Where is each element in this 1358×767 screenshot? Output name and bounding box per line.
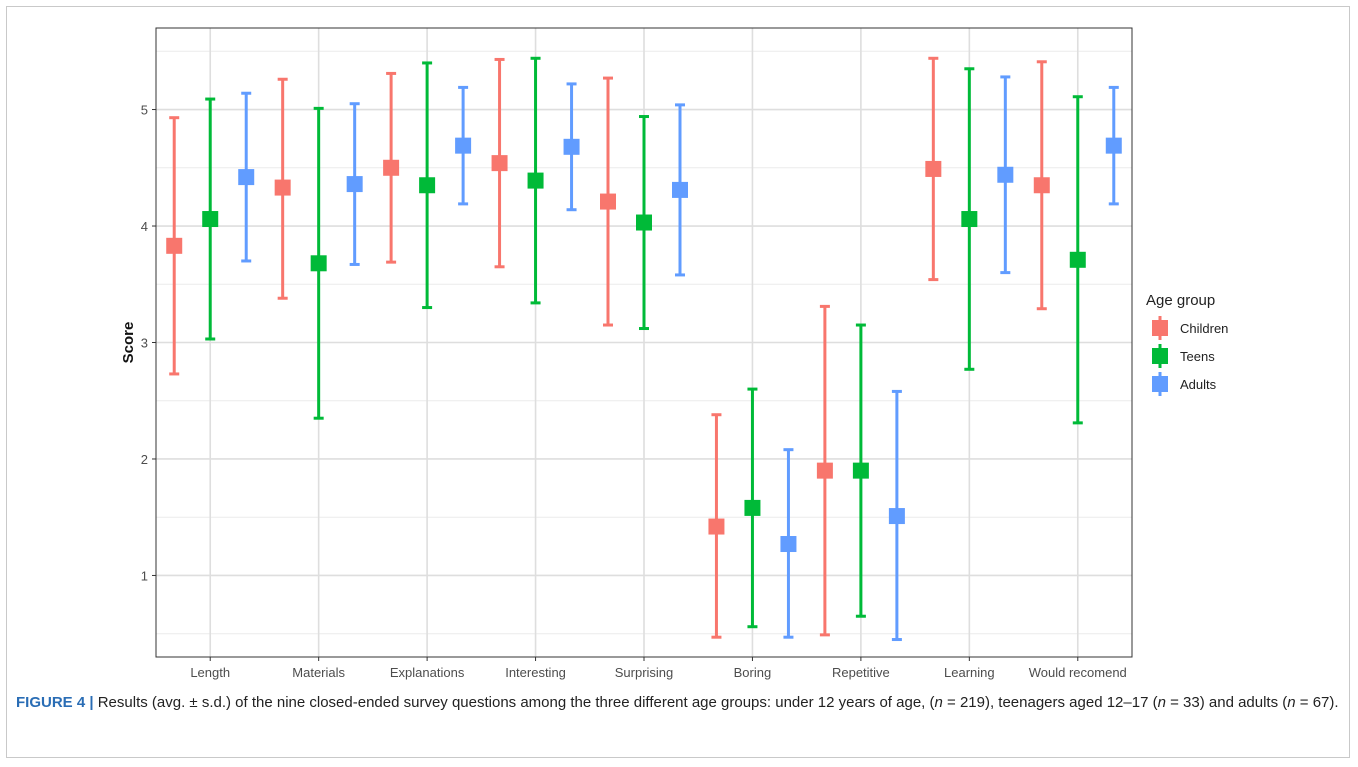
- caption-part: Results (avg. ± s.d.) of the nine closed…: [93, 694, 935, 711]
- x-tick-label: Length: [190, 665, 230, 680]
- mean-point-teens: [852, 462, 869, 479]
- x-tick-label: Repetitive: [832, 665, 890, 680]
- mean-point-children: [491, 155, 508, 172]
- mean-point-teens: [310, 255, 327, 272]
- mean-point-teens: [527, 172, 544, 189]
- mean-point-teens: [636, 214, 652, 231]
- y-tick-label: 2: [141, 452, 148, 467]
- caption-part: = 219), teenagers aged 12–17 (: [942, 694, 1158, 711]
- x-tick-label: Explanations: [390, 665, 465, 680]
- y-tick-label: 3: [141, 336, 148, 351]
- caption-part: n: [1157, 694, 1166, 711]
- legend-label: Children: [1180, 321, 1228, 336]
- x-tick-label: Would recomend: [1029, 665, 1127, 680]
- x-tick-label: Interesting: [505, 665, 566, 680]
- mean-point-adults: [997, 166, 1014, 183]
- x-tick-label: Learning: [944, 665, 995, 680]
- mean-point-teens: [1069, 251, 1086, 268]
- figure-caption: FIGURE 4 | Results (avg. ± s.d.) of the …: [16, 691, 1342, 714]
- x-tick-label: Boring: [734, 665, 772, 680]
- caption-part: = 67).: [1295, 694, 1339, 711]
- mean-point-adults: [888, 508, 905, 525]
- mean-point-children: [1033, 177, 1050, 194]
- legend-item-adults: Adults: [1152, 372, 1217, 396]
- legend-key-square: [1152, 320, 1168, 336]
- mean-point-children: [925, 160, 942, 177]
- x-axis: Length Materials Explanations Interesting Su…: [190, 657, 1127, 680]
- mean-point-adults: [563, 138, 580, 155]
- mean-point-adults: [672, 181, 688, 198]
- legend-label: Adults: [1180, 377, 1217, 392]
- caption-part: n: [1287, 694, 1296, 711]
- legend: Age group Children Teens Adults: [1146, 292, 1228, 396]
- legend-title: Age group: [1146, 292, 1215, 309]
- legend-label: Teens: [1180, 349, 1215, 364]
- legend-item-teens: Teens: [1152, 344, 1215, 368]
- mean-point-children: [600, 193, 616, 210]
- caption-text: Results (avg. ± s.d.) of the nine closed…: [94, 694, 1339, 711]
- mean-point-adults: [346, 176, 363, 193]
- mean-point-children: [816, 462, 833, 479]
- error-bars: [169, 56, 1119, 642]
- caption-part: n: [934, 694, 943, 711]
- mean-points: [166, 137, 1122, 553]
- y-axis-title: Score: [120, 322, 137, 364]
- mean-point-teens: [744, 499, 761, 516]
- y-axis: 1 2 3 4 5: [141, 103, 156, 583]
- x-tick-label: Surprising: [615, 665, 674, 680]
- mean-point-teens: [961, 211, 978, 228]
- mean-point-children: [274, 179, 291, 196]
- mean-point-adults: [1105, 137, 1122, 154]
- x-tick-label: Materials: [292, 665, 345, 680]
- mean-point-adults: [455, 137, 472, 154]
- legend-key-square: [1152, 376, 1168, 392]
- figure-frame: [6, 6, 1350, 758]
- mean-point-teens: [419, 177, 436, 194]
- figure-label: FIGURE 4 |: [16, 694, 94, 711]
- mean-point-teens: [202, 211, 219, 228]
- caption-part: = 33) and adults (: [1165, 694, 1288, 711]
- legend-items: Children Teens Adults: [1152, 316, 1228, 396]
- legend-item-children: Children: [1152, 316, 1228, 340]
- mean-point-children: [708, 518, 725, 535]
- chart: 1 2 3 4 5 Length Materials Explanations Interes…: [120, 27, 1228, 680]
- y-tick-label: 1: [141, 568, 148, 583]
- mean-point-children: [166, 237, 183, 254]
- mean-point-adults: [238, 169, 255, 186]
- legend-key-square: [1152, 348, 1168, 364]
- mean-point-adults: [780, 536, 797, 553]
- mean-point-children: [383, 159, 400, 176]
- y-tick-label: 5: [141, 103, 148, 118]
- y-tick-label: 4: [141, 219, 148, 234]
